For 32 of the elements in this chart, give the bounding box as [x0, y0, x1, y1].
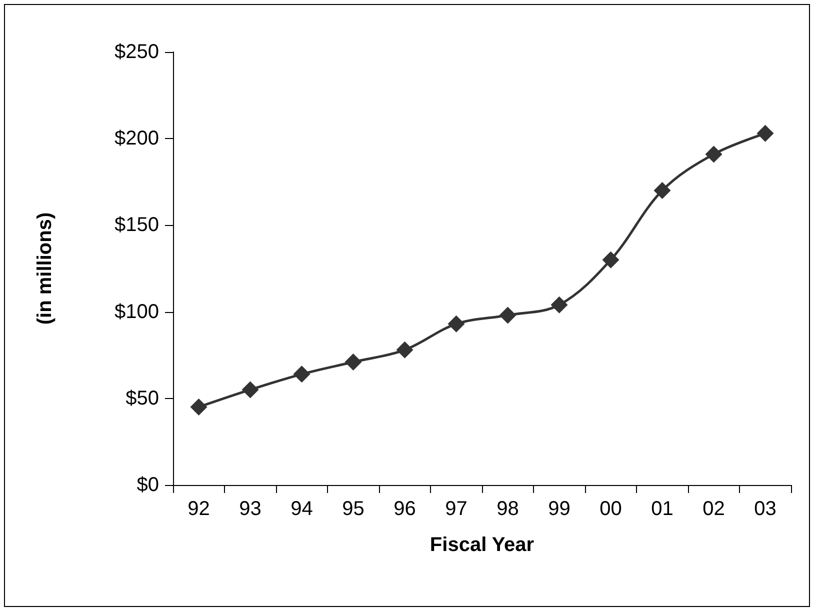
y-tick-label: $150 — [114, 214, 159, 236]
x-tick-label: 96 — [394, 498, 416, 520]
x-tick-label: 95 — [342, 498, 364, 520]
y-tick-label: $100 — [114, 300, 159, 323]
point — [654, 182, 671, 200]
x-tick-label: 92 — [188, 498, 210, 520]
x-tick-label: 03 — [754, 498, 776, 520]
x-tick-label: 99 — [548, 498, 570, 520]
y-tick-label: $250 — [114, 41, 159, 63]
point — [190, 398, 208, 416]
x-axis-title: Fiscal Year — [430, 534, 534, 556]
point — [756, 124, 774, 142]
point — [705, 146, 722, 163]
x-tick-label: 93 — [239, 498, 262, 520]
point — [602, 251, 620, 268]
x-tick-label: 02 — [702, 498, 725, 520]
x-tick-label: 00 — [600, 498, 622, 520]
point — [499, 306, 516, 324]
y-tick-label: $50 — [126, 387, 159, 410]
y-tick-label: $200 — [114, 128, 159, 150]
point — [448, 315, 465, 332]
point — [293, 366, 310, 383]
x-tick-label: 01 — [651, 498, 674, 520]
y-axis-title: (in millions) — [34, 212, 56, 325]
x-tick-label: 97 — [445, 498, 468, 520]
point — [550, 296, 568, 314]
y-tick-label: $0 — [136, 474, 159, 496]
x-tick-label: 94 — [290, 498, 313, 520]
point — [344, 354, 362, 371]
point — [396, 341, 414, 358]
x-tick-label: 98 — [496, 498, 519, 520]
point — [242, 381, 259, 398]
